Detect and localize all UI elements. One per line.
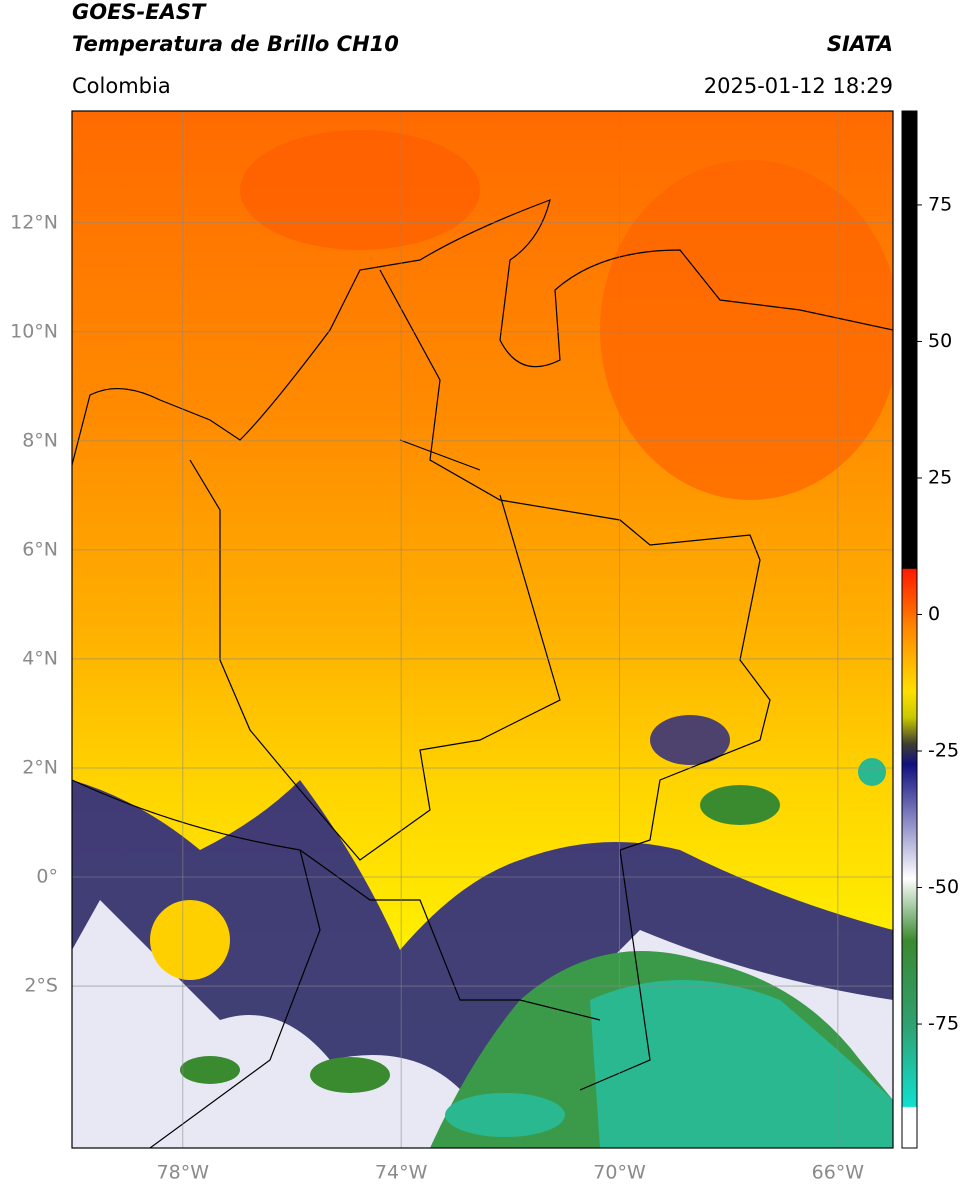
y-tick-label: 4°N	[22, 647, 58, 669]
colorbar-tick-label: -50	[928, 876, 959, 898]
region: Colombia	[72, 74, 171, 98]
y-tick-label: 6°N	[22, 538, 58, 560]
grid	[72, 111, 893, 1148]
y-tick-label: 0°	[36, 866, 58, 888]
colorbar-tick-label: -75	[928, 1013, 959, 1035]
source: SIATA	[827, 32, 893, 56]
subtitle: Temperatura de Brillo CH10	[72, 32, 399, 56]
colorbar-tick-label: 0	[928, 603, 940, 625]
y-tick-label: 8°N	[22, 429, 58, 451]
y-tick-label: 12°N	[10, 211, 58, 233]
title: GOES-EAST	[72, 0, 207, 24]
colorbar-tick-label: -25	[928, 740, 959, 762]
datetime: 2025-01-12 18:29	[704, 74, 893, 98]
x-tick-label: 66°W	[812, 1162, 865, 1184]
colorbar-tick-label: 25	[928, 466, 952, 488]
x-tick-label: 74°W	[375, 1162, 428, 1184]
colorbar	[901, 110, 918, 1149]
colorbar-tick-label: 75	[928, 193, 952, 215]
x-tick-label: 78°W	[157, 1162, 210, 1184]
map-frame	[71, 110, 894, 1149]
colorbar-tick-label: 50	[928, 330, 952, 352]
y-tick-label: 10°N	[10, 320, 58, 342]
y-tick-label: 2°S	[24, 975, 58, 997]
map-image	[72, 111, 893, 1148]
x-tick-label: 70°W	[593, 1162, 646, 1184]
y-tick-label: 2°N	[22, 756, 58, 778]
